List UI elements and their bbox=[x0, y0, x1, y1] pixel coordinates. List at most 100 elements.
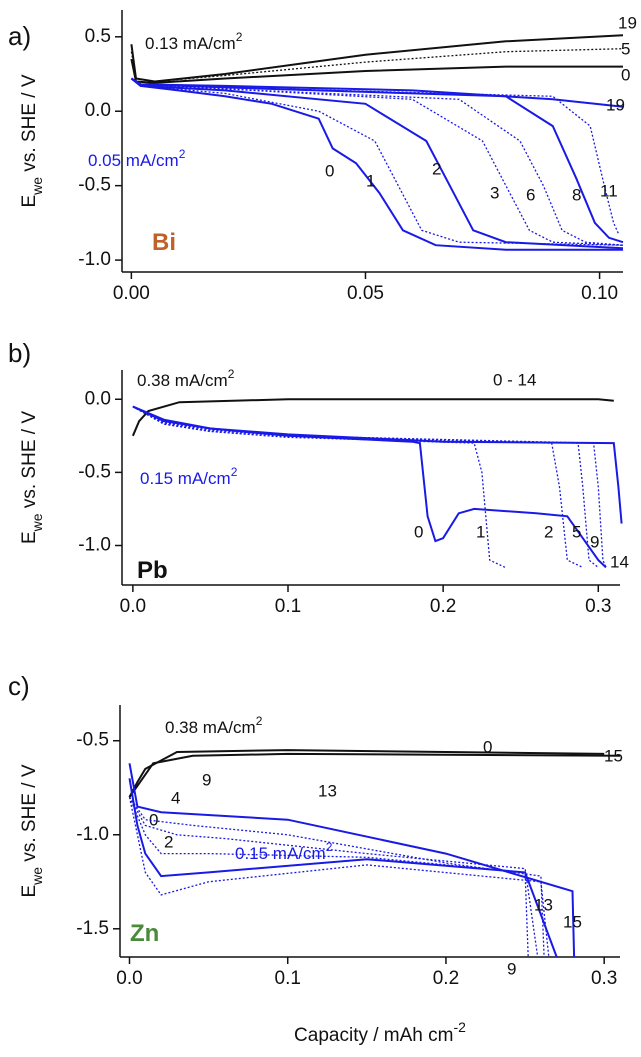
series-label: 0 bbox=[621, 65, 630, 84]
series-line bbox=[130, 77, 624, 244]
annotation-text: 0.13 mA/cm bbox=[145, 34, 236, 53]
series-label: 13 bbox=[318, 781, 337, 800]
x-axis-label-part: -2 bbox=[453, 1019, 466, 1035]
annotation-sup: 2 bbox=[236, 30, 243, 44]
series-label: 14 bbox=[610, 552, 629, 571]
annotation-text: Zn bbox=[130, 920, 159, 947]
series-label: 19 bbox=[618, 13, 637, 32]
annotation: 0.13 mA/cm2 bbox=[145, 30, 243, 53]
series-line bbox=[128, 796, 545, 958]
annotation: 0.15 mA/cm2 bbox=[235, 840, 333, 863]
series-label: 8 bbox=[572, 185, 581, 204]
y-tick-label: -0.5 bbox=[76, 730, 109, 751]
annotation: Bi bbox=[152, 229, 176, 256]
x-tick-label: 0.3 bbox=[585, 596, 611, 617]
series-label: 5 bbox=[572, 522, 581, 541]
series-line bbox=[132, 405, 623, 524]
annotation-sup: 2 bbox=[228, 367, 235, 381]
series-label: 0 bbox=[483, 737, 492, 756]
annotation-text: 0.15 mA/cm bbox=[235, 844, 326, 863]
series-label: 9 bbox=[202, 770, 211, 789]
y-tick-label: 0.5 bbox=[85, 26, 111, 47]
series-line bbox=[128, 763, 576, 958]
series-label: 1 bbox=[366, 171, 375, 190]
series-label: 9 bbox=[590, 532, 599, 551]
x-tick-label: 0.0 bbox=[116, 968, 142, 989]
annotation-sup: 2 bbox=[231, 465, 238, 479]
annotation-text: Bi bbox=[152, 229, 176, 256]
x-tick-label: 0.1 bbox=[275, 596, 301, 617]
x-tick-label: 0.05 bbox=[347, 283, 384, 304]
y-axis-label: Ewe vs. SHE / V bbox=[19, 764, 45, 897]
annotation: 0.15 mA/cm2 bbox=[140, 465, 238, 488]
panel-label: b) bbox=[8, 338, 31, 368]
series-label: 1 bbox=[476, 522, 485, 541]
x-tick-label: 0.2 bbox=[430, 596, 456, 617]
series-line bbox=[130, 58, 623, 84]
x-tick-label: 0.1 bbox=[275, 968, 301, 989]
y-axis-label-part: we bbox=[29, 177, 45, 196]
series-line bbox=[130, 77, 624, 250]
series-label: 2 bbox=[432, 159, 441, 178]
series-label: 15 bbox=[604, 746, 623, 765]
x-tick-label: 0.2 bbox=[433, 968, 459, 989]
y-axis-label-part: we bbox=[29, 513, 45, 532]
x-tick-label: 0.10 bbox=[581, 283, 618, 304]
series-line bbox=[128, 752, 621, 798]
x-axis-label-part: Capacity / mAh cm bbox=[294, 1025, 453, 1046]
series-line bbox=[128, 796, 539, 958]
panel-label: c) bbox=[8, 671, 30, 701]
x-axis-label: Capacity / mAh cm-2 bbox=[294, 1019, 466, 1046]
y-axis-label: Ewe vs. SHE / V bbox=[19, 411, 45, 544]
series-label: 0 bbox=[149, 810, 158, 829]
annotation-sup: 2 bbox=[256, 714, 263, 728]
x-tick-label: 0.00 bbox=[113, 283, 150, 304]
annotation-text: 0.05 mA/cm bbox=[88, 151, 179, 170]
series-label: 19 bbox=[606, 95, 625, 114]
annotation: Pb bbox=[137, 557, 168, 584]
annotation: 0.38 mA/cm2 bbox=[137, 367, 235, 390]
series-label: 0 - 14 bbox=[493, 370, 536, 389]
annotation-text: 0.38 mA/cm bbox=[165, 718, 256, 737]
y-axis-label-part: E bbox=[19, 531, 40, 544]
series-line bbox=[130, 77, 624, 108]
series-line bbox=[132, 406, 607, 568]
series-label: 0 bbox=[414, 522, 423, 541]
series-line bbox=[131, 77, 624, 246]
series-label: 6 bbox=[526, 185, 535, 204]
annotation-text: 0.15 mA/cm bbox=[140, 469, 231, 488]
series-line bbox=[131, 398, 614, 437]
y-axis-label-part: vs. SHE / V bbox=[19, 74, 40, 177]
panel-label: a) bbox=[8, 21, 31, 51]
x-tick-label: 0.0 bbox=[120, 596, 146, 617]
series-label: 2 bbox=[544, 522, 553, 541]
series-line bbox=[130, 77, 623, 251]
annotation: 0.38 mA/cm2 bbox=[165, 714, 263, 737]
x-tick-label: 0.3 bbox=[591, 968, 617, 989]
annotation-sup: 2 bbox=[179, 147, 186, 161]
y-tick-label: -0.5 bbox=[78, 461, 111, 482]
y-tick-label: -1.0 bbox=[78, 535, 111, 556]
y-tick-label: -0.5 bbox=[78, 175, 111, 196]
annotation: 0.05 mA/cm2 bbox=[88, 147, 186, 170]
y-tick-label: 0.0 bbox=[85, 100, 111, 121]
series-label: 4 bbox=[171, 788, 180, 807]
series-line bbox=[128, 796, 550, 958]
annotation-sup: 2 bbox=[326, 840, 333, 854]
series-line bbox=[128, 796, 529, 958]
y-axis-label-part: vs. SHE / V bbox=[19, 411, 40, 514]
y-axis-label-part: E bbox=[19, 885, 40, 898]
series-label: 2 bbox=[164, 832, 173, 851]
y-tick-label: -1.0 bbox=[78, 249, 111, 270]
y-axis-label: Ewe vs. SHE / V bbox=[19, 74, 45, 207]
series-label: 13 bbox=[534, 895, 553, 914]
series-label: 0 bbox=[325, 161, 334, 180]
series-line bbox=[128, 749, 605, 798]
y-tick-label: -1.5 bbox=[76, 918, 109, 939]
series-label: 11 bbox=[600, 181, 618, 200]
series-label: 15 bbox=[563, 912, 582, 931]
y-axis-label-part: E bbox=[19, 195, 40, 208]
annotation-text: 0.38 mA/cm bbox=[137, 371, 228, 390]
series-line bbox=[130, 77, 624, 246]
